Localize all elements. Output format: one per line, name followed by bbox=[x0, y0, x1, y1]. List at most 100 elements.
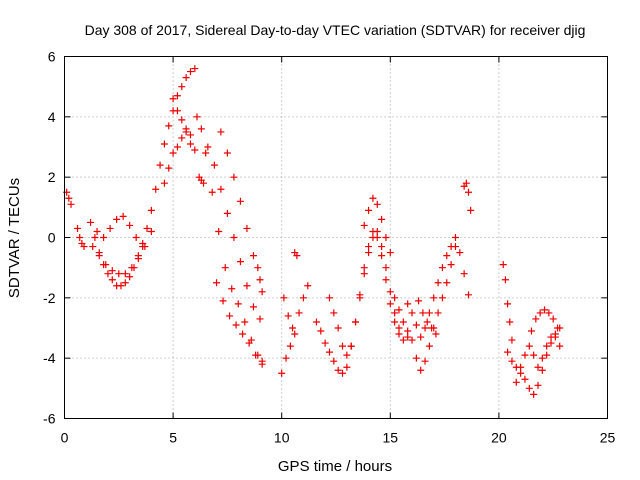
data-point bbox=[547, 339, 555, 347]
x-tick-label: 10 bbox=[274, 430, 290, 446]
data-point bbox=[91, 234, 99, 241]
data-point bbox=[282, 354, 290, 362]
data-point bbox=[132, 234, 140, 241]
data-point bbox=[538, 366, 546, 374]
data-point bbox=[215, 227, 223, 235]
data-point bbox=[160, 140, 168, 148]
data-point bbox=[506, 318, 514, 326]
data-point bbox=[391, 294, 399, 302]
data-point bbox=[395, 330, 403, 338]
data-point bbox=[430, 294, 438, 302]
data-point bbox=[67, 200, 75, 208]
data-point bbox=[286, 342, 294, 350]
data-point bbox=[512, 378, 520, 386]
data-point bbox=[386, 300, 394, 308]
data-point bbox=[339, 369, 347, 377]
data-point bbox=[373, 234, 381, 241]
grid-lines bbox=[64, 56, 608, 419]
y-tick-label: 4 bbox=[48, 109, 56, 125]
data-point bbox=[536, 309, 544, 317]
y-axis-label: SDTVAR / TECUs bbox=[6, 178, 23, 298]
series-arc-l bbox=[195, 173, 208, 187]
data-point bbox=[165, 122, 173, 130]
data-point bbox=[102, 261, 110, 269]
axis-ticks: 0 5 10 15 20 25 -6 -4 -2 0 2 4 6 bbox=[43, 49, 615, 446]
data-point bbox=[464, 291, 472, 299]
data-point bbox=[226, 312, 234, 320]
data-point bbox=[278, 369, 286, 377]
data-point bbox=[399, 318, 407, 326]
data-point bbox=[252, 351, 260, 359]
series-arc-j bbox=[213, 279, 266, 365]
series-arc-x bbox=[499, 261, 516, 344]
data-point bbox=[517, 369, 525, 377]
data-point bbox=[178, 116, 186, 124]
series-arc-u bbox=[404, 234, 472, 341]
data-point bbox=[462, 179, 470, 187]
data-point bbox=[532, 315, 540, 323]
data-point bbox=[232, 321, 240, 329]
data-point bbox=[417, 366, 425, 374]
data-point bbox=[432, 330, 440, 338]
data-point bbox=[517, 363, 525, 371]
data-point bbox=[438, 264, 446, 272]
data-point bbox=[106, 224, 114, 232]
data-point bbox=[369, 194, 377, 202]
data-point bbox=[378, 252, 386, 260]
data-point bbox=[186, 131, 194, 139]
data-point bbox=[352, 318, 360, 326]
data-point bbox=[295, 309, 303, 317]
data-point bbox=[128, 264, 136, 272]
data-point bbox=[74, 224, 82, 232]
data-point bbox=[147, 206, 155, 214]
data-point bbox=[217, 128, 225, 136]
data-point bbox=[108, 276, 116, 284]
x-tick-label: 25 bbox=[600, 430, 616, 446]
data-point bbox=[256, 276, 264, 284]
data-point bbox=[117, 282, 125, 290]
data-point bbox=[460, 270, 468, 278]
data-point bbox=[173, 143, 181, 151]
data-point bbox=[230, 173, 238, 181]
x-tick-label: 20 bbox=[491, 430, 507, 446]
data-point bbox=[299, 294, 307, 302]
data-point bbox=[347, 342, 355, 350]
data-point bbox=[65, 194, 73, 202]
data-point bbox=[186, 68, 194, 76]
series-arc-t bbox=[391, 243, 459, 374]
data-point bbox=[467, 206, 475, 214]
data-point bbox=[121, 270, 129, 278]
y-tick-label: 2 bbox=[48, 169, 56, 185]
series-arc-o bbox=[280, 294, 297, 332]
data-point bbox=[89, 243, 97, 251]
data-point bbox=[193, 113, 201, 121]
y-tick-label: -6 bbox=[43, 411, 56, 427]
data-point bbox=[169, 149, 177, 157]
data-point bbox=[202, 149, 210, 157]
data-point bbox=[217, 185, 225, 193]
data-point bbox=[156, 161, 164, 169]
data-point bbox=[508, 357, 516, 365]
data-point bbox=[360, 264, 368, 272]
y-tick-label: 0 bbox=[48, 230, 56, 246]
data-point bbox=[443, 252, 451, 260]
data-marks bbox=[63, 65, 564, 398]
data-point bbox=[395, 324, 403, 332]
data-point bbox=[293, 252, 301, 260]
data-point bbox=[421, 357, 429, 365]
series-arc-aa bbox=[527, 306, 562, 335]
data-point bbox=[417, 333, 425, 341]
data-point bbox=[415, 297, 423, 305]
series-arc-i bbox=[202, 149, 266, 368]
data-point bbox=[228, 285, 236, 293]
data-point bbox=[234, 300, 242, 308]
data-point bbox=[245, 339, 253, 347]
data-point bbox=[254, 264, 262, 272]
data-point bbox=[169, 95, 177, 103]
data-point bbox=[365, 206, 373, 214]
data-point bbox=[391, 318, 399, 326]
data-point bbox=[504, 348, 512, 356]
data-point bbox=[447, 243, 455, 251]
data-point bbox=[556, 342, 564, 350]
series-arc-b bbox=[74, 224, 88, 251]
